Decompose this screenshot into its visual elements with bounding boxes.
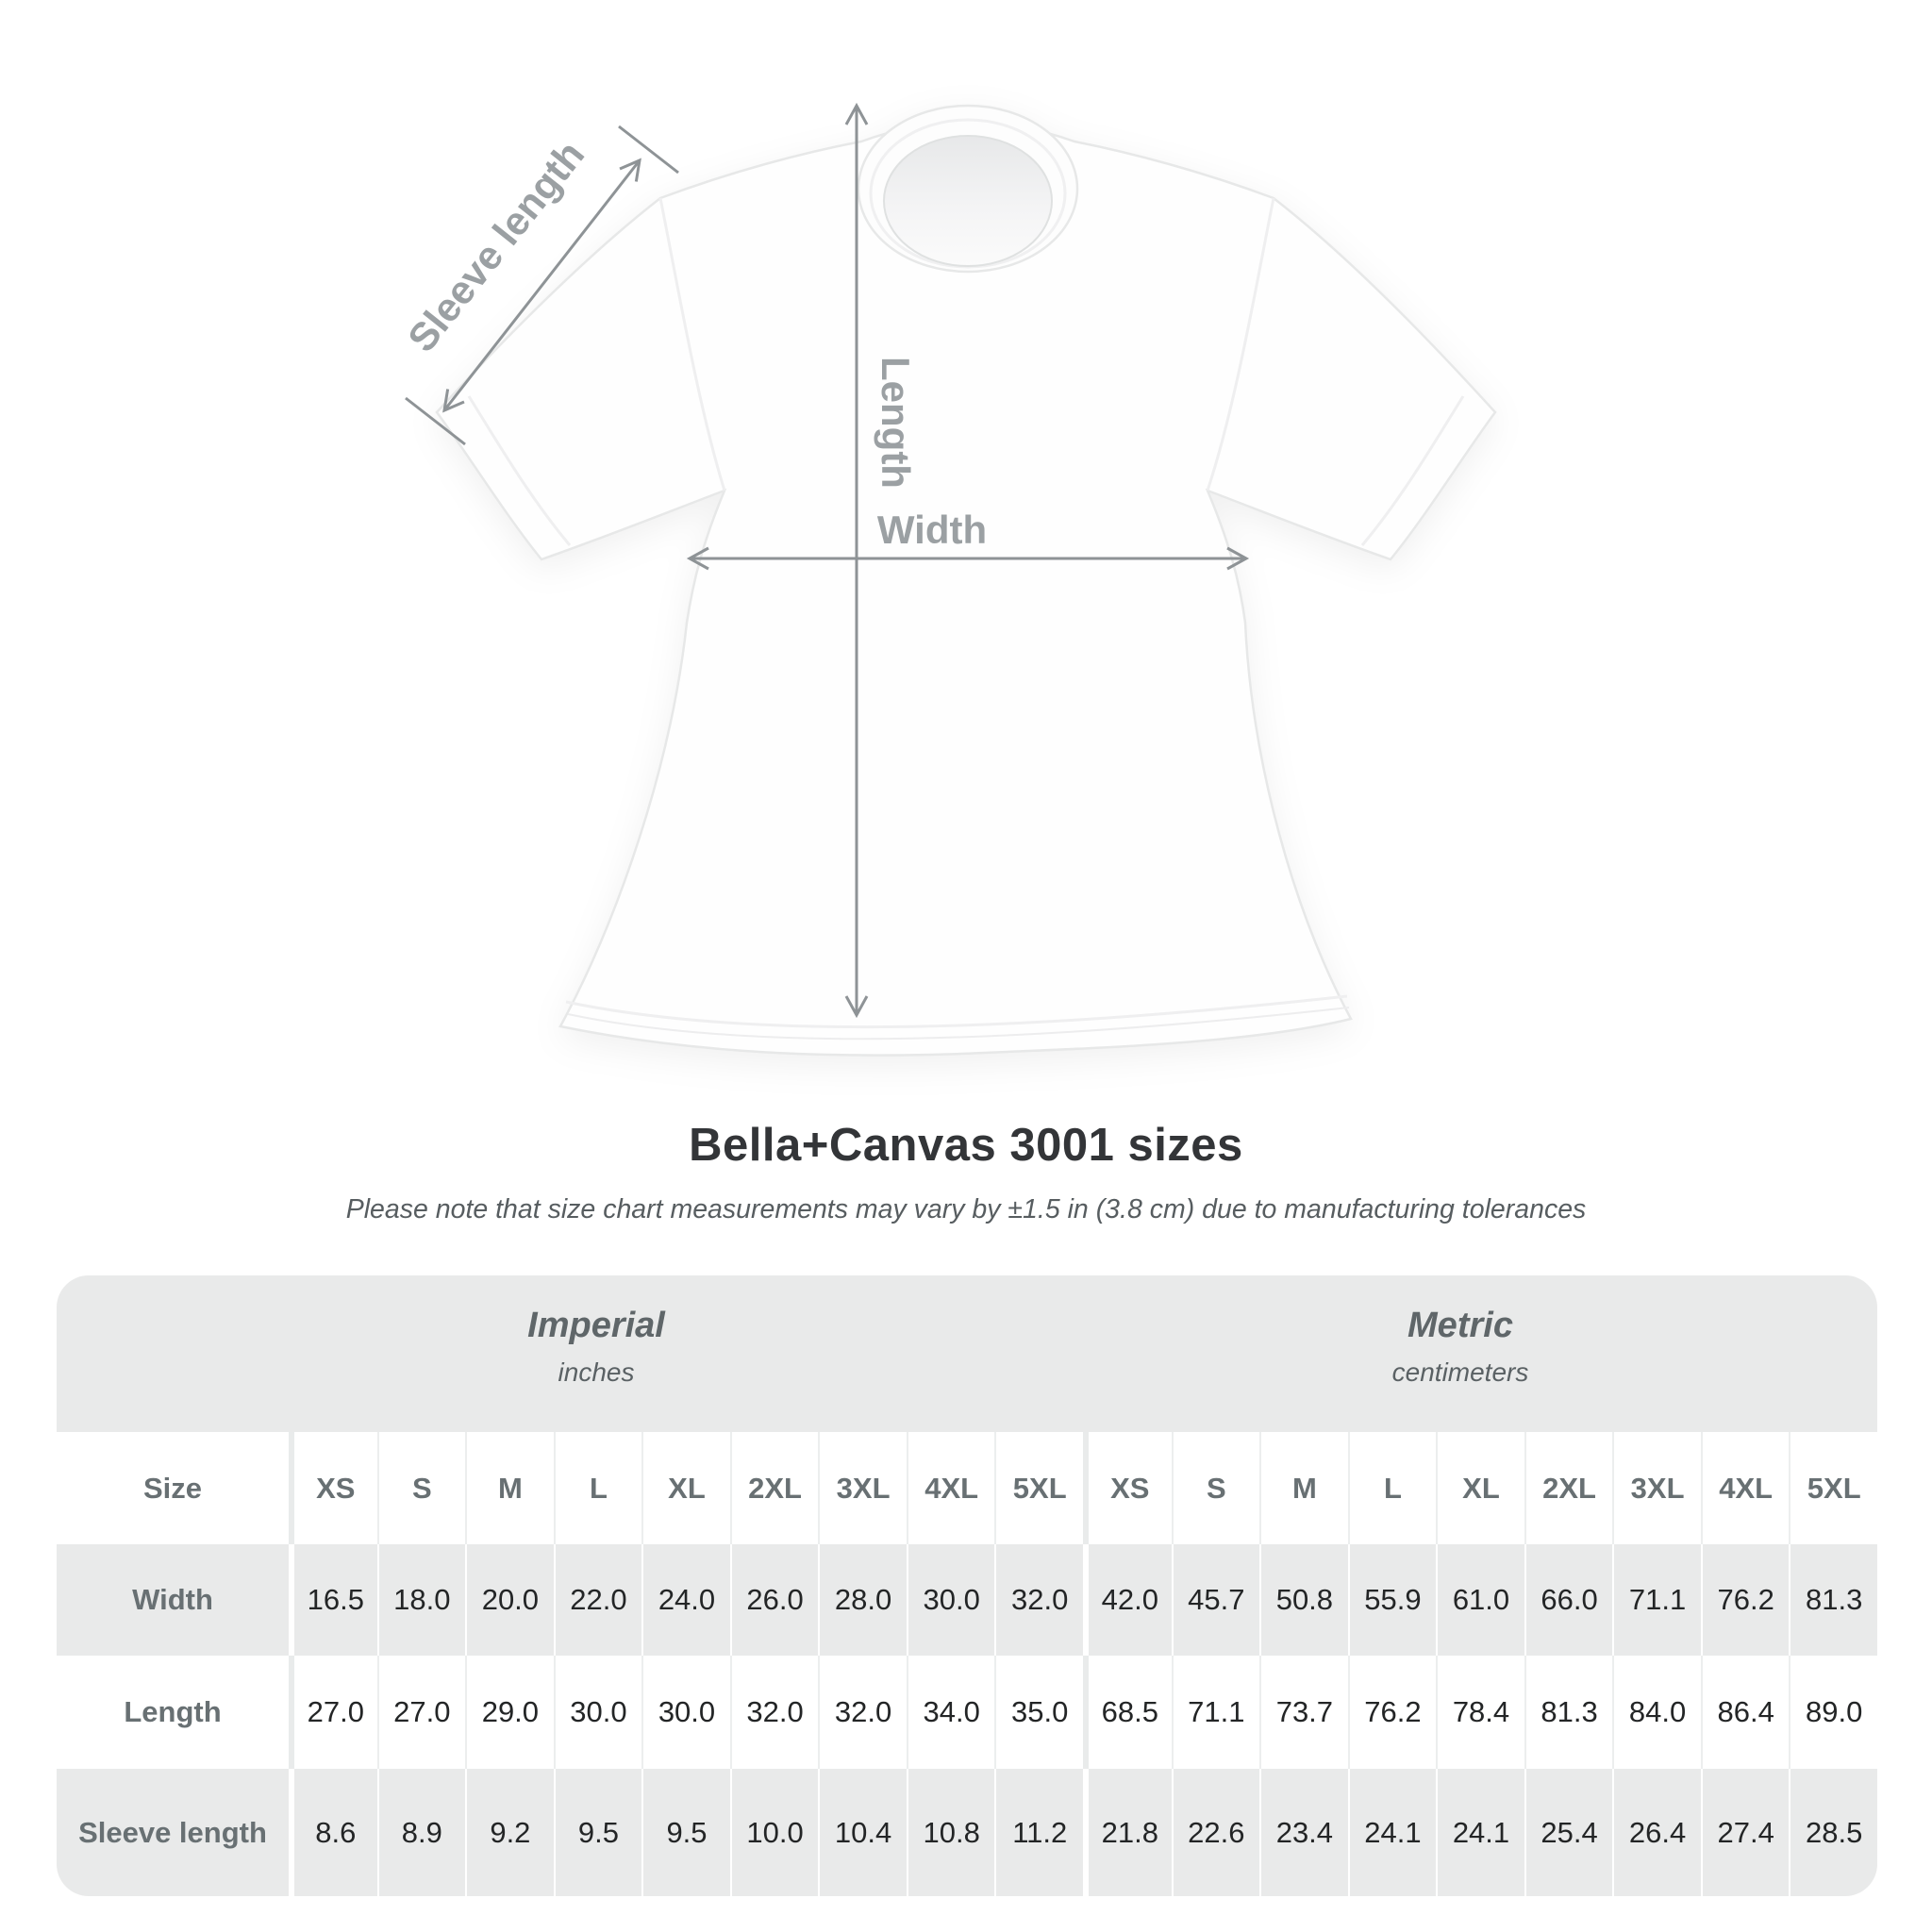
value-cell: 76.2 [1700, 1544, 1790, 1656]
value-cell: 20.0 [465, 1544, 554, 1656]
size-header-row: Size XS S M L XL 2XL 3XL 4XL 5XL XS S M L XL 2XL 3XL 4XL 5… [57, 1432, 1877, 1544]
collar-opening [883, 135, 1053, 267]
value-cell: 66.0 [1524, 1544, 1613, 1656]
value-cell: 71.1 [1612, 1544, 1701, 1656]
size-column-header: L [553, 1432, 642, 1544]
size-column-header: XS [289, 1432, 377, 1544]
table-row: Width 16.5 18.0 20.0 22.0 24.0 26.0 28.0 30.0 32.… [57, 1544, 1877, 1656]
table-row: Sleeve length 8.6 8.9 9.2 9.5 9.5 10.0 10.4 10.8… [57, 1769, 1877, 1896]
sleeve-length-dimension-arrow [405, 125, 679, 446]
value-cell: 24.0 [641, 1544, 730, 1656]
value-cell: 71.1 [1171, 1656, 1260, 1769]
metric-sublabel: centimeters [1391, 1357, 1529, 1387]
tshirt-diagram: Length Width Sleeve length [399, 102, 1497, 1057]
value-cell: 81.3 [1789, 1544, 1877, 1656]
size-column-header: M [465, 1432, 554, 1544]
value-cell: 81.3 [1524, 1656, 1613, 1769]
value-cell: 8.6 [289, 1769, 377, 1896]
size-grid: Size XS S M L XL 2XL 3XL 4XL 5XL XS S M L XL 2XL 3XL 4XL 5… [57, 1432, 1877, 1896]
value-cell: 78.4 [1436, 1656, 1524, 1769]
value-cell: 84.0 [1612, 1656, 1701, 1769]
size-column-header: L [1347, 1432, 1437, 1544]
row-label: Width [132, 1583, 213, 1616]
value-cell: 76.2 [1347, 1656, 1437, 1769]
size-table: Imperial inches Metric centimeters Size X… [57, 1275, 1877, 1896]
value-cell: 50.8 [1259, 1544, 1348, 1656]
size-column-header: 5XL [994, 1432, 1083, 1544]
width-label: Width [877, 508, 987, 552]
value-cell: 30.0 [553, 1656, 642, 1769]
size-column-header: 3XL [818, 1432, 907, 1544]
value-cell: 42.0 [1083, 1544, 1172, 1656]
unit-group-imperial: Imperial inches [527, 1306, 665, 1388]
unit-group-metric: Metric centimeters [1392, 1306, 1529, 1388]
value-cell: 30.0 [906, 1544, 995, 1656]
value-cell: 23.4 [1259, 1769, 1348, 1896]
value-cell: 22.0 [553, 1544, 642, 1656]
size-column-header: M [1259, 1432, 1348, 1544]
size-column-header: 3XL [1612, 1432, 1701, 1544]
size-column-header: XL [641, 1432, 730, 1544]
value-cell: 10.0 [729, 1769, 819, 1896]
page-subtitle: Please note that size chart measurements… [345, 1194, 1587, 1224]
value-cell: 73.7 [1259, 1656, 1348, 1769]
value-cell: 28.0 [818, 1544, 907, 1656]
value-cell: 45.7 [1171, 1544, 1260, 1656]
value-cell: 18.0 [376, 1544, 466, 1656]
value-cell: 26.0 [729, 1544, 819, 1656]
value-cell: 29.0 [465, 1656, 554, 1769]
value-cell: 25.4 [1524, 1769, 1613, 1896]
value-cell: 35.0 [994, 1656, 1083, 1769]
imperial-sublabel: inches [558, 1357, 635, 1387]
value-cell: 21.8 [1083, 1769, 1172, 1896]
size-header-label: Size [142, 1471, 203, 1505]
length-label: Length [874, 357, 918, 489]
value-cell: 11.2 [994, 1769, 1083, 1896]
value-cell: 89.0 [1789, 1656, 1877, 1769]
value-cell: 16.5 [289, 1544, 377, 1656]
value-cell: 68.5 [1083, 1656, 1172, 1769]
value-cell: 34.0 [906, 1656, 995, 1769]
value-cell: 10.8 [906, 1769, 995, 1896]
tshirt-illustration [435, 104, 1497, 1057]
size-column-header: XS [1083, 1432, 1172, 1544]
size-column-header: S [1171, 1432, 1260, 1544]
size-column-header: 4XL [1700, 1432, 1790, 1544]
value-cell: 27.0 [289, 1656, 377, 1769]
size-column-header: S [376, 1432, 466, 1544]
row-label: Length [124, 1695, 222, 1728]
size-column-header: 5XL [1789, 1432, 1877, 1544]
value-cell: 55.9 [1347, 1544, 1437, 1656]
table-row: Length 27.0 27.0 29.0 30.0 30.0 32.0 32.0 34.0 35… [57, 1656, 1877, 1769]
size-column-header: 2XL [1524, 1432, 1613, 1544]
value-cell: 32.0 [818, 1656, 907, 1769]
value-cell: 10.4 [818, 1769, 907, 1896]
value-cell: 9.2 [465, 1769, 554, 1896]
value-cell: 86.4 [1700, 1656, 1790, 1769]
page-title: Bella+Canvas 3001 sizes [689, 1120, 1243, 1171]
value-cell: 9.5 [641, 1769, 730, 1896]
value-cell: 30.0 [641, 1656, 730, 1769]
value-cell: 32.0 [994, 1544, 1083, 1656]
metric-label: Metric [1407, 1306, 1513, 1345]
value-cell: 22.6 [1171, 1769, 1260, 1896]
value-cell: 8.9 [376, 1769, 466, 1896]
size-column-header: 4XL [906, 1432, 995, 1544]
value-cell: 61.0 [1436, 1544, 1524, 1656]
value-cell: 27.4 [1700, 1769, 1790, 1896]
imperial-label: Imperial [527, 1306, 665, 1345]
size-column-header: 2XL [729, 1432, 819, 1544]
value-cell: 26.4 [1612, 1769, 1701, 1896]
row-label: Sleeve length [78, 1815, 267, 1849]
value-cell: 24.1 [1436, 1769, 1524, 1896]
value-cell: 32.0 [729, 1656, 819, 1769]
value-cell: 9.5 [553, 1769, 642, 1896]
size-column-header: XL [1436, 1432, 1524, 1544]
value-cell: 27.0 [376, 1656, 466, 1769]
value-cell: 28.5 [1789, 1769, 1877, 1896]
value-cell: 24.1 [1347, 1769, 1437, 1896]
